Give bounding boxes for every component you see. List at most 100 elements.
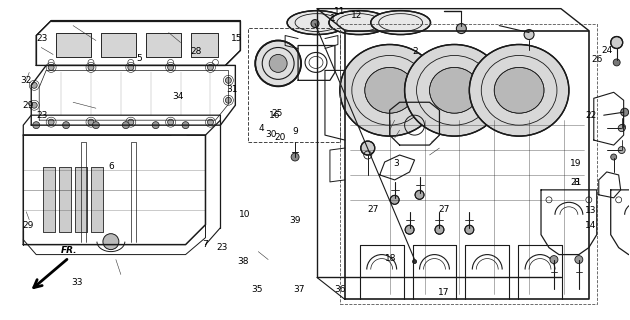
Text: 18: 18 — [384, 254, 396, 263]
Text: 13: 13 — [585, 206, 597, 215]
Text: 23: 23 — [37, 111, 48, 120]
Circle shape — [152, 122, 159, 129]
Circle shape — [32, 102, 37, 108]
Bar — [190, 33, 219, 58]
Text: 7: 7 — [202, 240, 208, 249]
Bar — [340, 24, 597, 304]
Ellipse shape — [371, 11, 430, 35]
Text: 23: 23 — [217, 243, 228, 252]
Circle shape — [269, 54, 287, 72]
Circle shape — [456, 24, 466, 34]
Text: 35: 35 — [251, 284, 263, 293]
Bar — [75, 167, 87, 232]
Text: 3: 3 — [394, 159, 399, 168]
Ellipse shape — [494, 68, 544, 113]
Bar — [248, 28, 340, 142]
Text: 9: 9 — [292, 127, 298, 136]
Bar — [91, 167, 103, 232]
Text: 29: 29 — [22, 101, 33, 110]
Text: 27: 27 — [367, 205, 379, 214]
Circle shape — [610, 154, 617, 160]
Circle shape — [435, 225, 444, 234]
Circle shape — [524, 29, 534, 40]
Text: 19: 19 — [570, 159, 581, 168]
Circle shape — [226, 77, 231, 83]
Circle shape — [128, 64, 134, 70]
Text: 38: 38 — [237, 258, 249, 267]
Circle shape — [88, 64, 94, 70]
Bar — [146, 33, 181, 58]
Text: 37: 37 — [294, 284, 305, 293]
Bar — [59, 167, 71, 232]
Bar — [56, 33, 91, 58]
Circle shape — [405, 225, 414, 234]
Text: 30: 30 — [265, 130, 277, 139]
Text: 15: 15 — [231, 35, 243, 44]
Ellipse shape — [329, 11, 389, 35]
Circle shape — [168, 64, 174, 70]
Text: 26: 26 — [592, 55, 603, 64]
Circle shape — [550, 256, 558, 264]
Ellipse shape — [430, 68, 479, 113]
Circle shape — [182, 122, 189, 129]
Circle shape — [88, 119, 94, 125]
Text: 20: 20 — [275, 133, 286, 142]
Text: 23: 23 — [37, 35, 48, 44]
Circle shape — [48, 64, 54, 70]
Circle shape — [168, 119, 174, 125]
Circle shape — [122, 122, 129, 129]
Circle shape — [93, 122, 100, 129]
Circle shape — [255, 41, 301, 86]
Text: 25: 25 — [272, 109, 283, 118]
Text: 4: 4 — [259, 124, 265, 132]
Bar — [190, 33, 219, 58]
Circle shape — [33, 122, 40, 129]
Circle shape — [465, 225, 474, 234]
Bar — [146, 33, 181, 58]
Text: 10: 10 — [239, 210, 251, 219]
Text: 27: 27 — [438, 205, 449, 214]
Text: 21: 21 — [570, 178, 581, 187]
Text: 33: 33 — [71, 278, 83, 287]
Circle shape — [413, 260, 416, 264]
Ellipse shape — [404, 44, 504, 136]
Circle shape — [103, 234, 119, 250]
Bar — [75, 167, 87, 232]
Ellipse shape — [469, 44, 569, 136]
Bar — [43, 167, 55, 232]
Circle shape — [48, 119, 54, 125]
Text: 5: 5 — [137, 53, 142, 62]
Circle shape — [618, 125, 625, 132]
Text: 1: 1 — [329, 14, 335, 23]
Text: 2: 2 — [413, 47, 418, 56]
Circle shape — [621, 108, 629, 116]
Circle shape — [207, 64, 214, 70]
Circle shape — [291, 153, 299, 161]
Circle shape — [618, 147, 625, 154]
Text: 12: 12 — [352, 11, 363, 20]
Bar — [101, 33, 136, 58]
Text: 31: 31 — [226, 85, 238, 94]
Text: 29: 29 — [22, 221, 33, 230]
Circle shape — [32, 82, 37, 88]
Circle shape — [62, 122, 69, 129]
Circle shape — [415, 190, 424, 199]
Text: 6: 6 — [108, 162, 114, 171]
Circle shape — [207, 119, 214, 125]
Bar — [101, 33, 136, 58]
Ellipse shape — [340, 44, 440, 136]
Circle shape — [311, 20, 319, 28]
Circle shape — [226, 97, 231, 103]
Text: 14: 14 — [585, 221, 597, 230]
Circle shape — [361, 141, 375, 155]
Text: 17: 17 — [438, 288, 449, 297]
Text: 39: 39 — [289, 216, 301, 225]
Text: 34: 34 — [173, 92, 184, 101]
Circle shape — [390, 195, 399, 204]
Bar — [43, 167, 55, 232]
Circle shape — [575, 256, 583, 264]
Circle shape — [610, 36, 622, 49]
Text: 28: 28 — [190, 47, 202, 56]
Circle shape — [620, 124, 626, 130]
Ellipse shape — [287, 11, 347, 35]
